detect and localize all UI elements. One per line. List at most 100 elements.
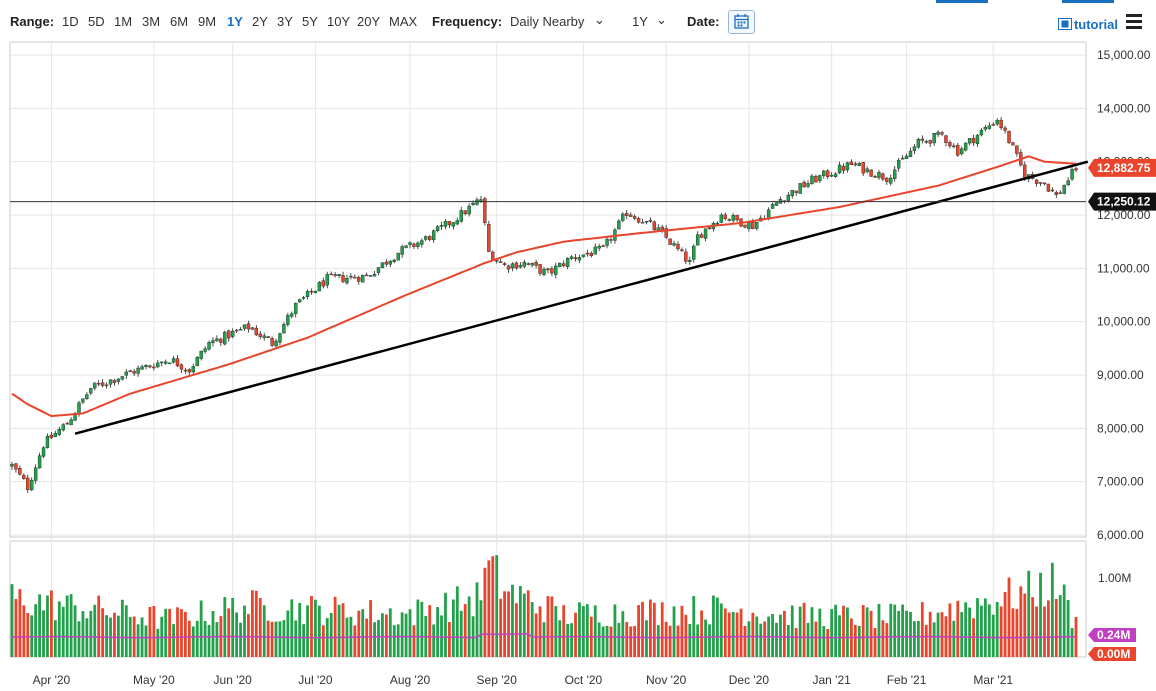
volume-bar [412, 625, 416, 657]
candle [345, 277, 349, 284]
volume-bar [373, 622, 376, 657]
range-option-2y[interactable]: 2Y [252, 14, 268, 29]
frequency-label: Frequency: [432, 14, 503, 29]
volume-bar [782, 610, 786, 657]
volume-bar [1007, 577, 1011, 657]
candle [447, 221, 452, 226]
volume-bar [172, 624, 175, 657]
volume-bar [810, 607, 814, 657]
range-option-6m[interactable]: 6M [170, 14, 189, 29]
volume-bar [909, 611, 912, 657]
candle [22, 475, 26, 480]
candle [625, 213, 629, 217]
range-option-5y[interactable]: 5Y [302, 14, 318, 29]
date-axis: Apr '20 May '20 Jun '20 Jul '20 Aug '20 Sep '… [33, 673, 1014, 687]
candle [294, 302, 298, 315]
range-option-10y[interactable]: 10Y [327, 14, 351, 29]
candle [305, 290, 310, 298]
range-option-1m[interactable]: 1M [114, 14, 133, 29]
range-option-1d[interactable]: 1D [62, 14, 79, 29]
candle [309, 290, 314, 293]
candle [916, 139, 921, 148]
candle [806, 183, 810, 187]
volume-bar [873, 627, 877, 657]
volume-bar [495, 555, 499, 657]
volume-bar [865, 607, 869, 657]
volume-bar [266, 620, 270, 657]
candle [487, 224, 491, 252]
candle [404, 245, 408, 248]
calendar-button[interactable] [728, 10, 755, 34]
period-chevron-icon[interactable]: ⌄ [656, 12, 667, 27]
volume-bar [317, 605, 321, 657]
volume-bar [759, 623, 763, 657]
tutorial-link[interactable]: tutorial [1057, 17, 1118, 32]
volume-bar [991, 614, 995, 657]
volume-bar [440, 615, 443, 657]
date-tick-label: Jul '20 [298, 673, 333, 687]
volume-bar [50, 590, 53, 657]
volume-bar [18, 589, 22, 657]
candle [755, 221, 759, 229]
range-option-9m[interactable]: 9M [198, 14, 217, 29]
price-axis: 15,000.0014,000.0013,000.0012,000.0011,0… [1097, 48, 1151, 542]
candle [392, 259, 396, 262]
range-option-3m[interactable]: 3M [142, 14, 161, 29]
candle [132, 371, 136, 374]
candle [719, 214, 724, 223]
candle [428, 236, 432, 240]
volume-bar [775, 622, 778, 657]
volume-bar [388, 608, 392, 657]
volume-bar [980, 605, 983, 657]
volume-bar [420, 601, 424, 657]
menu-icon[interactable] [1126, 14, 1142, 32]
candle [10, 463, 14, 467]
frequency-select[interactable]: Daily Nearby [510, 14, 585, 29]
tutorial-label: tutorial [1073, 17, 1118, 32]
volume-zero-tag: 0.00M [1088, 647, 1136, 661]
candle [1023, 164, 1027, 179]
candle [747, 222, 751, 229]
candle [534, 261, 538, 266]
range-option-3y[interactable]: 3Y [277, 14, 293, 29]
candle [100, 382, 105, 386]
date-label: Date: [687, 14, 720, 29]
volume-bar [136, 624, 140, 657]
candle [987, 125, 992, 129]
period-select[interactable]: 1Y [632, 14, 648, 29]
volume-bar [530, 602, 534, 657]
range-option-20y[interactable]: 20Y [357, 14, 381, 29]
candle [152, 366, 156, 369]
volume-bar [987, 604, 991, 657]
range-option-5d[interactable]: 5D [88, 14, 105, 29]
volume-bar [881, 620, 885, 657]
candle [85, 394, 89, 399]
candle [93, 382, 97, 389]
date-tick-label: Dec '20 [729, 673, 770, 687]
candle [605, 238, 609, 246]
candle [1003, 127, 1007, 131]
range-option-max[interactable]: MAX [389, 14, 418, 29]
candle [695, 234, 700, 246]
candle [617, 220, 621, 230]
range-label: Range: [10, 14, 55, 29]
volume-bar [700, 610, 704, 657]
candle [1015, 145, 1019, 154]
volume-bar [400, 612, 404, 657]
candle [743, 224, 747, 228]
candle [928, 140, 932, 144]
candle [96, 382, 101, 385]
volume-bar [286, 610, 290, 657]
candle [569, 256, 574, 259]
candle [999, 119, 1003, 128]
candle [388, 260, 393, 265]
range-option-1y[interactable]: 1Y [227, 14, 243, 29]
candle [810, 175, 814, 184]
frequency-chevron-icon[interactable]: ⌄ [594, 12, 605, 27]
candle [723, 214, 727, 219]
volume-bar [806, 622, 810, 657]
volume-bar [1031, 597, 1035, 657]
candle [230, 331, 235, 337]
volume-bar [26, 613, 30, 657]
candles [10, 117, 1078, 493]
